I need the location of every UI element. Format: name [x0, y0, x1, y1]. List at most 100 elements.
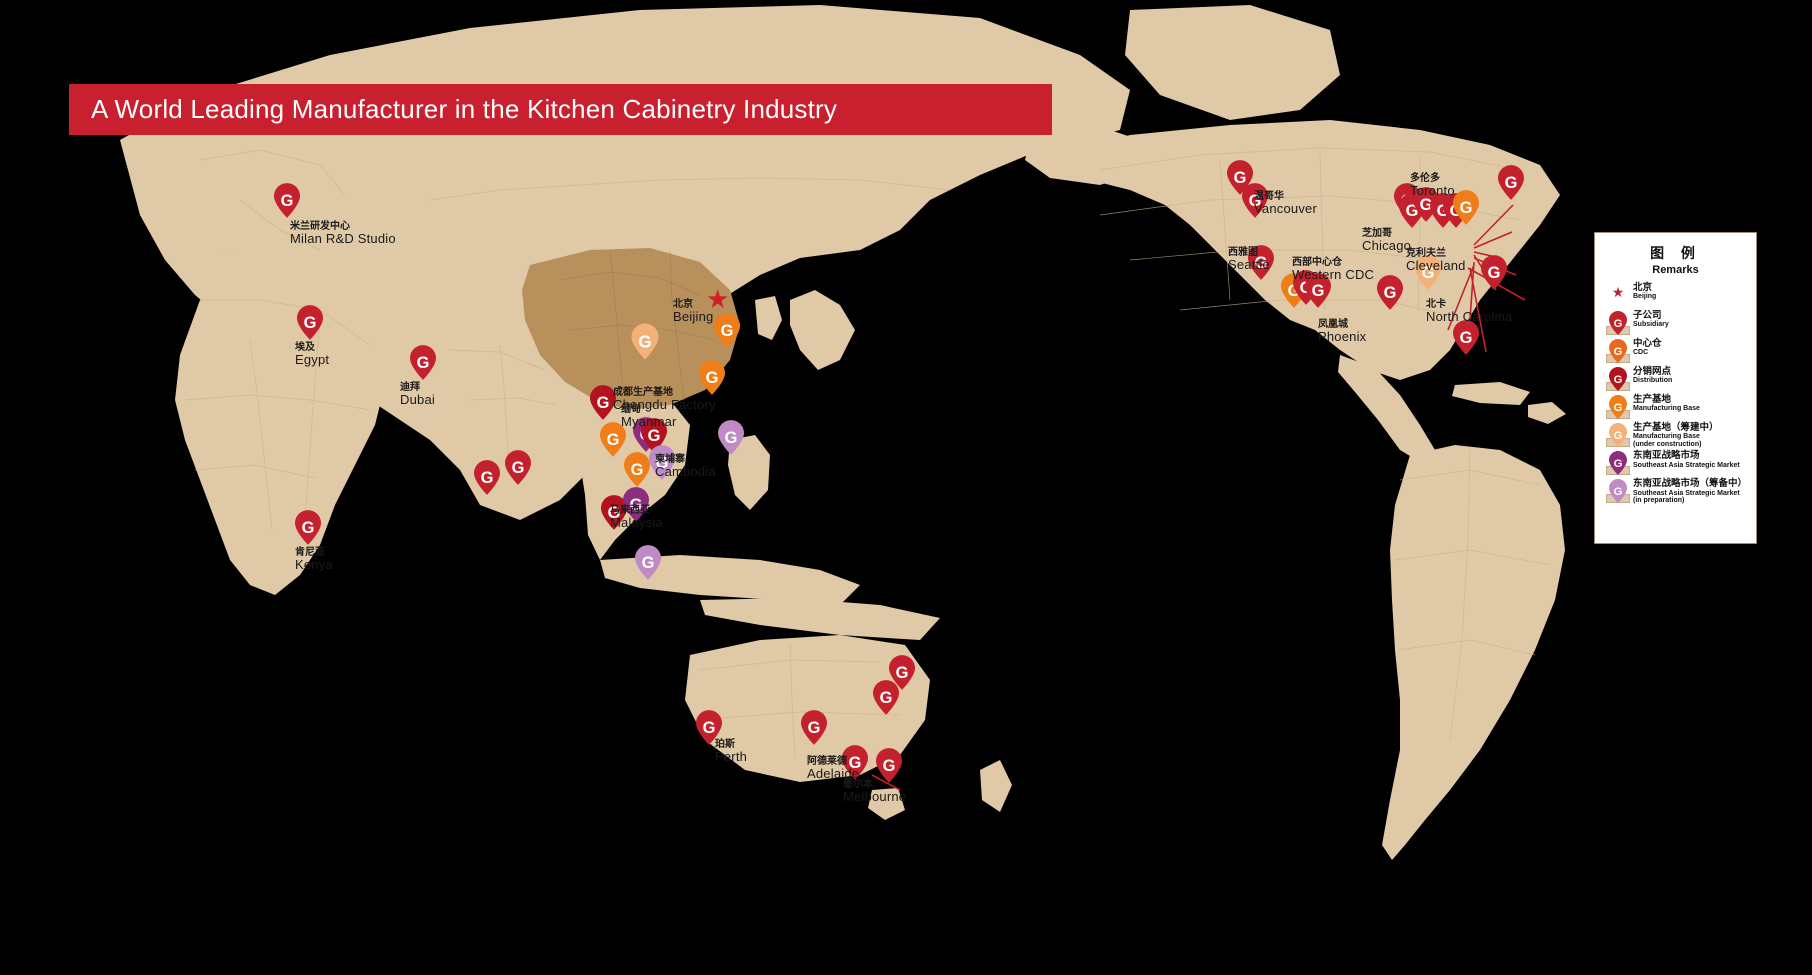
legend-item-label: 东南亚战略市场（筹备中） Southeast Asia Strategic Mar…	[1633, 478, 1748, 504]
pin-cleveland-cdc[interactable]: G	[1453, 190, 1479, 225]
svg-text:G: G	[304, 314, 317, 332]
svg-text:G: G	[608, 504, 621, 522]
legend-pin-graphic: G	[1605, 423, 1631, 447]
svg-text:G: G	[638, 332, 651, 351]
legend-item-label-en: Subsidiary	[1633, 321, 1669, 329]
map-pin-icon: G	[1609, 311, 1627, 340]
legend-item-3[interactable]: G 分销网点 Distribution	[1603, 366, 1748, 392]
pin-western-cdc-c[interactable]: G	[1305, 273, 1331, 308]
map-pin-icon: G	[1609, 423, 1627, 452]
pin-thailand-2[interactable]: G	[624, 452, 650, 487]
svg-text:G: G	[281, 192, 294, 210]
legend-pin-graphic: G	[1605, 367, 1631, 391]
pin-india-west[interactable]: G	[474, 460, 500, 495]
pin-melbourne[interactable]: G	[842, 745, 868, 780]
legend-item-label-cn: 生产基地	[1633, 394, 1672, 405]
pin-thailand-cdc[interactable]: G	[600, 422, 626, 457]
svg-text:G: G	[1249, 192, 1262, 210]
pin-vancouver-a[interactable]: G	[1227, 160, 1253, 195]
beijing-star-icon: ★	[706, 284, 730, 314]
svg-text:G: G	[302, 519, 315, 537]
legend-item-label: 子公司 Subsidiary	[1633, 310, 1748, 329]
map-pin-icon: G	[1603, 422, 1633, 447]
pin-north-carolina[interactable]: G	[1415, 255, 1441, 290]
pin-seattle[interactable]: G	[1248, 245, 1274, 280]
legend-item-label: 东南亚战略市场 Southeast Asia Strategic Market	[1633, 450, 1748, 469]
svg-text:G: G	[1614, 346, 1623, 358]
pin-egypt[interactable]: G	[297, 305, 323, 340]
legend-heading-cn: 图 例	[1650, 246, 1701, 262]
pin-texas[interactable]: G	[1377, 275, 1403, 310]
legend-heading: 图 例 Remarks	[1603, 243, 1748, 276]
legend-pin-graphic: G	[1605, 339, 1631, 363]
pin-adelaide[interactable]: G	[801, 710, 827, 745]
pin-vancouver-b[interactable]: G	[1242, 183, 1268, 218]
svg-text:G: G	[703, 719, 716, 737]
pin-perth[interactable]: G	[696, 710, 722, 745]
svg-text:G: G	[1614, 318, 1623, 330]
pin-vietnam-b[interactable]: G	[649, 445, 675, 480]
map-pin-icon: G	[1609, 339, 1627, 368]
svg-text:G: G	[725, 429, 738, 447]
pin-malaysia[interactable]: G	[601, 495, 627, 530]
pin-dubai[interactable]: G	[410, 345, 436, 380]
pin-singapore[interactable]: G	[623, 487, 649, 522]
legend-item-label-en: CDC	[1633, 349, 1649, 357]
pin-east-china-1[interactable]: G	[714, 313, 740, 348]
map-pin-icon: G	[1603, 366, 1633, 391]
svg-text:G: G	[481, 469, 494, 487]
legend-item-label-en: Southeast Asia Strategic Market	[1633, 461, 1740, 469]
legend-item-label-en: Distribution	[1633, 377, 1673, 385]
pin-kenya[interactable]: G	[295, 510, 321, 545]
pin-atlantic[interactable]: G	[1481, 255, 1507, 290]
pin-florida[interactable]: G	[1453, 320, 1479, 355]
legend-item-label-en: Manufacturing Base	[1633, 405, 1700, 413]
legend-item-6[interactable]: G 东南亚战略市场 Southeast Asia Strategic Market	[1603, 450, 1748, 476]
svg-text:G: G	[1505, 174, 1518, 192]
legend-item-label: 中心仓 CDC	[1633, 338, 1748, 357]
svg-text:G: G	[1614, 486, 1623, 498]
map-pin-icon: G	[1609, 367, 1627, 396]
legend-item-2[interactable]: G 中心仓 CDC	[1603, 338, 1748, 364]
svg-text:G: G	[808, 719, 821, 737]
legend-item-label-cn: 子公司	[1633, 310, 1662, 321]
svg-text:G: G	[1488, 264, 1501, 282]
svg-text:G: G	[880, 689, 893, 707]
legend-item-list: ★ 北京 Beijing G 子公司 Subsidiary G 中心仓 CDC G 分销网点 Dist…	[1603, 282, 1748, 504]
legend-item-5[interactable]: G 生产基地（筹建中） Manufacturing Base (under const…	[1603, 422, 1748, 448]
pin-philippines[interactable]: G	[718, 420, 744, 455]
map-pin-icon: G	[1603, 394, 1633, 419]
pin-tasmania[interactable]: G	[876, 748, 902, 783]
pin-myanmar[interactable]: G	[590, 385, 616, 420]
legend-item-1[interactable]: G 子公司 Subsidiary	[1603, 310, 1748, 336]
pin-chengdu[interactable]: G	[631, 323, 659, 360]
legend-item-0[interactable]: ★ 北京 Beijing	[1603, 282, 1748, 308]
pin-milan[interactable]: G	[274, 183, 300, 218]
pin-india-south[interactable]: G	[505, 450, 531, 485]
pin-northeast[interactable]: G	[1498, 165, 1524, 200]
svg-text:G: G	[1614, 402, 1623, 414]
legend-item-label-cn: 分销网点	[1633, 366, 1672, 377]
legend-item-4[interactable]: G 生产基地 Manufacturing Base	[1603, 394, 1748, 420]
legend-item-7[interactable]: G 东南亚战略市场（筹备中） Southeast Asia Strategic Ma…	[1603, 478, 1748, 504]
legend-panel: 图 例 Remarks ★ 北京 Beijing G 子公司 Subsidiary G 中心仓…	[1594, 232, 1757, 544]
pin-indonesia[interactable]: G	[635, 545, 661, 580]
svg-text:G: G	[1614, 430, 1623, 442]
svg-text:G: G	[597, 394, 610, 412]
svg-text:G: G	[631, 461, 644, 479]
svg-text:G: G	[512, 459, 525, 477]
pin-brisbane[interactable]: G	[889, 655, 915, 690]
svg-text:G: G	[1460, 329, 1473, 347]
legend-pin-graphic: G	[1605, 451, 1631, 476]
svg-text:G: G	[642, 554, 655, 572]
svg-text:G: G	[883, 757, 896, 775]
svg-text:G: G	[1614, 458, 1623, 470]
map-pin-icon: G	[1609, 395, 1627, 424]
svg-text:G: G	[648, 427, 661, 445]
map-pin-icon: G	[1603, 310, 1633, 335]
star-icon: ★	[1611, 284, 1625, 300]
pin-laos[interactable]: G	[641, 418, 667, 453]
pin-east-china-2[interactable]: G	[699, 360, 725, 395]
pin-sydney[interactable]: G	[873, 680, 899, 715]
map-pin-icon: G	[1603, 478, 1633, 504]
